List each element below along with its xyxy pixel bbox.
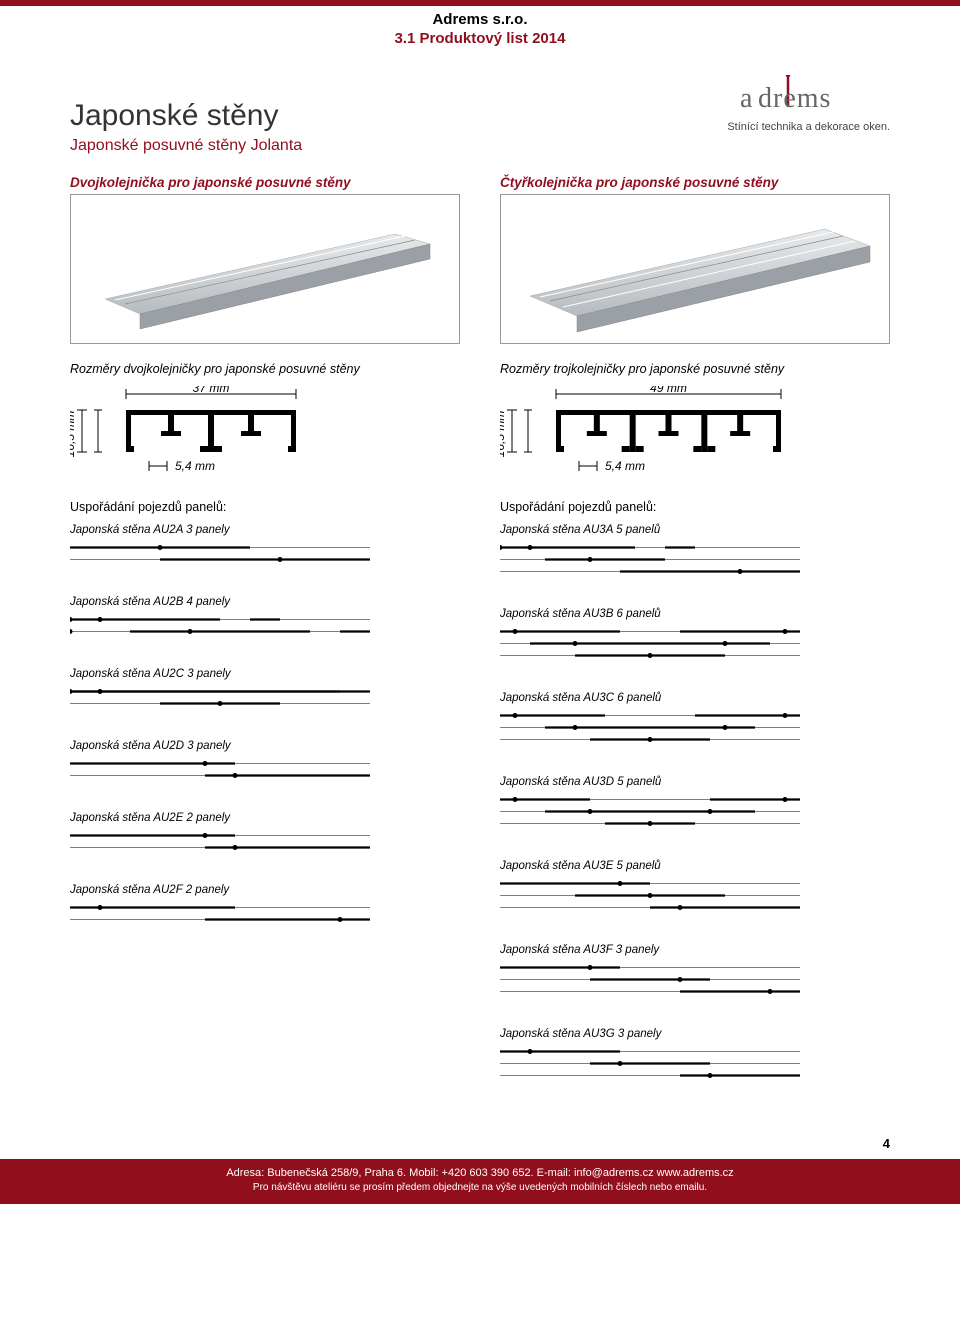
svg-text:16,5 mm: 16,5 mm [70, 411, 77, 458]
svg-text:37 mm: 37 mm [193, 386, 230, 395]
panel-caption: Japonská stěna AU3G 3 panely [500, 1028, 890, 1040]
panel-block: Japonská stěna AU2E 2 panely [70, 812, 460, 862]
right-profile-diagram: 49 mm 16,5 mm 5,4 mm [500, 386, 890, 486]
right-arrangement-label: Uspořádání pojezdů panelů: [500, 500, 890, 514]
logo-sublabel: Stínící technika a dekorace oken. [727, 121, 890, 133]
left-rail-image [70, 194, 460, 344]
page-title: Japonské stěny [70, 99, 278, 133]
panel-block: Japonská stěna AU3E 5 panelů [500, 860, 890, 922]
doc-line: 3.1 Produktový list 2014 [0, 30, 960, 47]
right-heading: Čtyřkolejnička pro japonské posuvné stěn… [500, 175, 890, 190]
right-column: Čtyřkolejnička pro japonské posuvné stěn… [500, 175, 890, 1112]
company-name: Adrems s.r.o. [0, 11, 960, 28]
panel-caption: Japonská stěna AU2A 3 panely [70, 524, 460, 536]
left-arrangement-label: Uspořádání pojezdů panelů: [70, 500, 460, 514]
left-column: Dvojkolejnička pro japonské posuvné stěn… [70, 175, 460, 1112]
panel-caption: Japonská stěna AU3F 3 panely [500, 944, 890, 956]
svg-text:5,4 mm: 5,4 mm [605, 459, 645, 473]
panel-caption: Japonská stěna AU2F 2 panely [70, 884, 460, 896]
panel-caption: Japonská stěna AU2C 3 panely [70, 668, 460, 680]
left-dims-label: Rozměry dvojkolejničky pro japonské posu… [70, 362, 460, 376]
panel-block: Japonská stěna AU3B 6 panelů [500, 608, 890, 670]
panel-caption: Japonská stěna AU3D 5 panelů [500, 776, 890, 788]
left-profile-diagram: 37 mm 16,5 mm 5,4 mm [70, 386, 460, 486]
panel-caption: Japonská stěna AU3C 6 panelů [500, 692, 890, 704]
right-dims-label: Rozměry trojkolejničky pro japonské posu… [500, 362, 890, 376]
logo: a drems Stínící technika a dekorace oken… [727, 75, 890, 133]
footer-line1: Adresa: Bubenečská 258/9, Praha 6. Mobil… [10, 1166, 950, 1181]
title-row: Japonské stěny a drems Stínící technika … [70, 75, 890, 133]
panel-block: Japonská stěna AU3A 5 panelů [500, 524, 890, 586]
panel-block: Japonská stěna AU2D 3 panely [70, 740, 460, 790]
panel-caption: Japonská stěna AU2B 4 panely [70, 596, 460, 608]
right-rail-image [500, 194, 890, 344]
panel-caption: Japonská stěna AU3B 6 panelů [500, 608, 890, 620]
right-panels: Japonská stěna AU3A 5 panelů Japonská stě… [500, 524, 890, 1090]
content: Japonské stěny a drems Stínící technika … [0, 55, 960, 1132]
svg-text:49 mm: 49 mm [650, 386, 687, 395]
panel-caption: Japonská stěna AU3A 5 panelů [500, 524, 890, 536]
panel-block: Japonská stěna AU3D 5 panelů [500, 776, 890, 838]
left-panels: Japonská stěna AU2A 3 panely Japonská stě… [70, 524, 460, 934]
svg-text:a: a [740, 83, 753, 114]
page-number: 4 [0, 1136, 960, 1151]
panel-block: Japonská stěna AU2A 3 panely [70, 524, 460, 574]
svg-text:5,4 mm: 5,4 mm [175, 459, 215, 473]
panel-block: Japonská stěna AU3F 3 panely [500, 944, 890, 1006]
panel-caption: Japonská stěna AU3E 5 panelů [500, 860, 890, 872]
svg-text:16,5 mm: 16,5 mm [500, 411, 507, 458]
panel-block: Japonská stěna AU3G 3 panely [500, 1028, 890, 1090]
panel-block: Japonská stěna AU2C 3 panely [70, 668, 460, 718]
doc-header: Adrems s.r.o. 3.1 Produktový list 2014 [0, 6, 960, 55]
panel-block: Japonská stěna AU2B 4 panely [70, 596, 460, 646]
left-heading: Dvojkolejnička pro japonské posuvné stěn… [70, 175, 460, 190]
panel-caption: Japonská stěna AU2D 3 panely [70, 740, 460, 752]
footer: Adresa: Bubenečská 258/9, Praha 6. Mobil… [0, 1159, 960, 1204]
svg-text:drems: drems [758, 83, 831, 114]
footer-line2: Pro návštěvu ateliéru se prosím předem o… [10, 1181, 950, 1195]
columns: Dvojkolejnička pro japonské posuvné stěn… [70, 175, 890, 1112]
panel-caption: Japonská stěna AU2E 2 panely [70, 812, 460, 824]
subtitle: Japonské posuvné stěny Jolanta [70, 137, 890, 155]
panel-block: Japonská stěna AU2F 2 panely [70, 884, 460, 934]
panel-block: Japonská stěna AU3C 6 panelů [500, 692, 890, 754]
